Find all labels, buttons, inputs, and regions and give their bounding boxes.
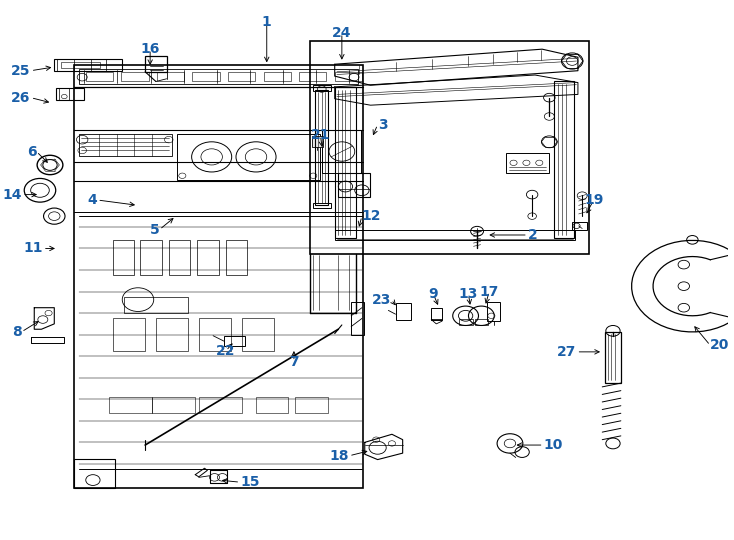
Text: 27: 27 bbox=[557, 345, 576, 359]
Bar bbox=[475, 319, 488, 326]
Bar bbox=[199, 396, 241, 413]
Bar bbox=[295, 396, 327, 413]
Bar bbox=[157, 72, 184, 81]
Bar bbox=[145, 56, 167, 72]
Bar bbox=[79, 134, 172, 156]
Bar bbox=[554, 82, 574, 238]
Text: 1: 1 bbox=[262, 15, 272, 29]
Bar bbox=[321, 130, 361, 173]
Text: 25: 25 bbox=[11, 64, 31, 78]
Bar bbox=[54, 59, 123, 71]
Text: 17: 17 bbox=[479, 285, 499, 299]
Bar bbox=[316, 90, 328, 205]
Bar bbox=[197, 240, 219, 275]
Bar bbox=[241, 319, 274, 351]
Bar bbox=[73, 65, 363, 488]
Text: 26: 26 bbox=[11, 91, 31, 105]
Text: 4: 4 bbox=[87, 193, 97, 207]
Bar bbox=[313, 202, 331, 208]
Text: 15: 15 bbox=[240, 475, 260, 489]
Bar bbox=[459, 319, 473, 326]
Bar bbox=[178, 134, 321, 179]
Bar bbox=[61, 62, 100, 68]
Bar bbox=[396, 303, 411, 320]
Bar bbox=[351, 302, 364, 335]
Bar bbox=[335, 87, 356, 238]
Text: 10: 10 bbox=[544, 438, 563, 452]
Text: 5: 5 bbox=[150, 222, 159, 237]
Bar bbox=[79, 69, 357, 84]
Text: 6: 6 bbox=[26, 145, 37, 159]
Text: 18: 18 bbox=[330, 449, 349, 463]
Bar bbox=[299, 72, 327, 81]
Text: 16: 16 bbox=[140, 42, 160, 56]
Bar bbox=[156, 319, 188, 351]
Bar bbox=[192, 72, 219, 81]
Bar bbox=[264, 72, 291, 81]
Bar bbox=[86, 72, 113, 81]
Bar bbox=[605, 332, 621, 383]
Bar bbox=[487, 302, 500, 321]
Bar bbox=[140, 240, 161, 275]
Bar bbox=[113, 319, 145, 351]
Bar bbox=[228, 72, 255, 81]
Text: 21: 21 bbox=[310, 129, 330, 143]
Text: 12: 12 bbox=[362, 209, 382, 223]
Bar bbox=[432, 308, 442, 320]
Bar bbox=[335, 72, 362, 81]
Text: 14: 14 bbox=[3, 187, 22, 201]
Text: 11: 11 bbox=[23, 241, 43, 255]
Text: 24: 24 bbox=[332, 26, 352, 40]
Bar bbox=[224, 336, 245, 347]
Text: 13: 13 bbox=[459, 287, 478, 301]
Text: 7: 7 bbox=[289, 355, 299, 369]
Text: 9: 9 bbox=[429, 287, 438, 301]
Text: 8: 8 bbox=[12, 325, 21, 339]
Bar bbox=[256, 396, 288, 413]
Bar bbox=[113, 240, 134, 275]
Bar bbox=[124, 297, 188, 313]
Text: 2: 2 bbox=[528, 228, 537, 242]
Bar bbox=[573, 222, 586, 230]
Bar bbox=[338, 173, 371, 197]
Text: 3: 3 bbox=[377, 118, 388, 132]
Bar bbox=[313, 85, 331, 91]
Text: 20: 20 bbox=[711, 339, 730, 353]
Bar bbox=[506, 153, 549, 173]
Bar bbox=[169, 240, 190, 275]
Bar bbox=[335, 230, 575, 240]
Text: 19: 19 bbox=[584, 193, 603, 207]
Bar bbox=[199, 319, 231, 351]
Bar bbox=[152, 396, 195, 413]
Bar bbox=[310, 41, 589, 254]
Text: 23: 23 bbox=[372, 293, 391, 307]
Text: 22: 22 bbox=[217, 344, 236, 358]
Bar bbox=[312, 137, 322, 147]
Bar bbox=[56, 89, 84, 100]
Bar bbox=[226, 240, 247, 275]
Bar bbox=[109, 396, 152, 413]
Bar bbox=[73, 458, 115, 488]
Bar bbox=[121, 72, 148, 81]
